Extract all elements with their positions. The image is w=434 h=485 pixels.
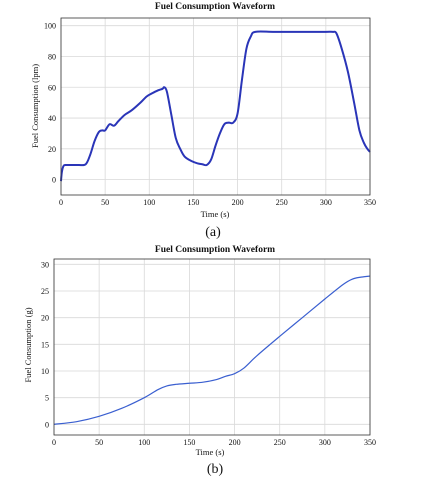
y-tick-label: 5 <box>45 394 49 403</box>
y-tick-label: 30 <box>41 260 49 269</box>
y-tick-label: 20 <box>41 314 49 323</box>
chart-b-title: Fuel Consumption Waveform <box>155 245 275 255</box>
y-tick-label: 15 <box>41 340 49 349</box>
x-tick-label: 100 <box>143 198 155 207</box>
chart-b-grid <box>53 259 371 435</box>
chart-b-series-line <box>53 275 371 425</box>
x-tick-label: 0 <box>52 438 56 447</box>
chart-b-caption: (b) <box>207 462 224 477</box>
x-tick-label: 350 <box>364 438 376 447</box>
chart-a-series-line <box>60 30 371 182</box>
chart-a: Fuel Consumption Waveform 0 20 40 60 80 100 0… <box>30 2 376 240</box>
x-tick-label: 150 <box>183 438 195 447</box>
y-tick-label: 80 <box>48 52 56 61</box>
y-tick-label: 10 <box>41 367 49 376</box>
chart-a-y-ticks: 0 20 40 60 80 100 <box>44 22 56 185</box>
x-tick-label: 300 <box>319 438 331 447</box>
x-tick-label: 300 <box>320 198 332 207</box>
chart-a-x-ticks: 0 50 100 150 200 250 300 350 <box>59 198 376 207</box>
chart-a-plot-frame <box>60 17 371 196</box>
x-tick-label: 50 <box>101 198 109 207</box>
chart-b-x-ticks: 0 50 100 150 200 250 300 350 <box>52 438 376 447</box>
x-tick-label: 250 <box>274 438 286 447</box>
chart-a-title: Fuel Consumption Waveform <box>155 2 275 12</box>
x-tick-label: 250 <box>276 198 288 207</box>
y-tick-label: 60 <box>48 83 56 92</box>
x-tick-label: 0 <box>59 198 63 207</box>
chart-a-x-axis-label: Time (s) <box>201 209 230 219</box>
chart-a-grid <box>60 18 371 195</box>
x-tick-label: 200 <box>229 438 241 447</box>
y-tick-label: 0 <box>45 420 49 429</box>
y-tick-label: 100 <box>44 22 56 31</box>
chart-a-caption: (a) <box>205 225 221 240</box>
x-tick-label: 50 <box>95 438 103 447</box>
y-tick-label: 0 <box>52 176 56 185</box>
x-tick-label: 100 <box>138 438 150 447</box>
chart-a-y-axis-label: Fuel Consumption (lpm) <box>30 64 40 148</box>
x-tick-label: 150 <box>187 198 199 207</box>
chart-b-y-axis-label: Fuel Consumption (g) <box>23 307 33 382</box>
x-tick-label: 200 <box>232 198 244 207</box>
y-tick-label: 25 <box>41 287 49 296</box>
y-tick-label: 40 <box>48 114 56 123</box>
chart-b-plot-frame <box>53 258 371 436</box>
x-tick-label: 350 <box>364 198 376 207</box>
y-tick-label: 20 <box>48 145 56 154</box>
chart-b-x-axis-label: Time (s) <box>196 447 225 457</box>
chart-b-y-ticks: 0 5 10 15 20 25 30 <box>41 260 49 429</box>
chart-b: Fuel Consumption Waveform 0 5 10 15 20 25 30 0… <box>23 245 376 477</box>
